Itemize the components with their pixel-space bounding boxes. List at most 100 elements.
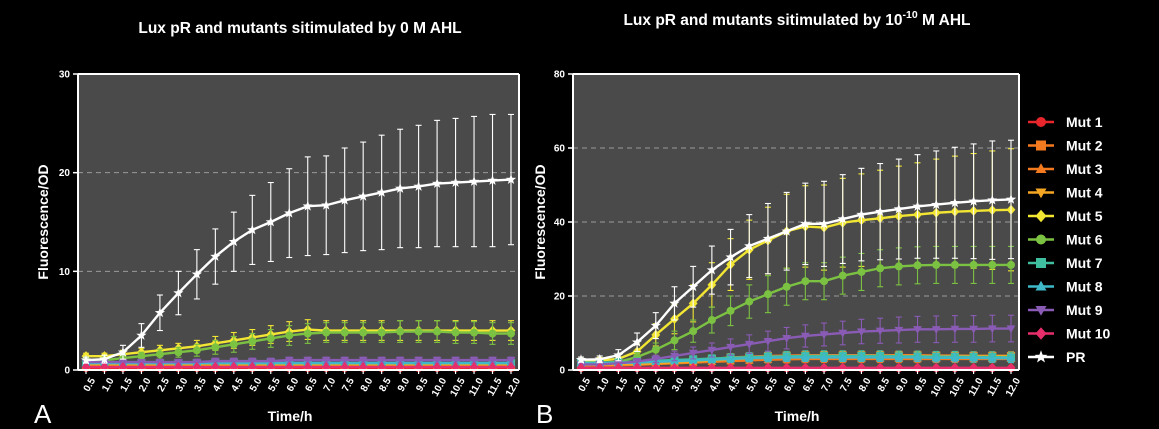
panel-a-mut-9-point-7: [210, 357, 220, 366]
panel-b-mut-8-point-14: [838, 352, 848, 361]
panel-a-pr-point-15: [358, 190, 369, 201]
panel-b-pr-point-6: [688, 281, 699, 292]
panel-b-mut-9-point-13: [819, 331, 829, 340]
panel-a-series-pr: [80, 113, 517, 365]
legend-item-mut-8: Mut 8: [1028, 279, 1103, 295]
panel-b-mut-9-point-21: [969, 325, 979, 334]
panel-b-pr-point-20: [949, 197, 961, 208]
panel-b-mut-6-point-6: [689, 327, 698, 336]
panel-a-ytick-label-0: 0: [64, 366, 70, 377]
legend-marker-mut-10: [1035, 327, 1047, 340]
panel-a-mut-9-point-18: [414, 356, 424, 365]
panel-a-mut-6-point-13: [322, 328, 331, 337]
panel-a-pr-point-9: [247, 224, 258, 235]
panel-a-mut-6-point-14: [340, 328, 349, 337]
legend-label-mut-10: Mut 10: [1066, 326, 1111, 342]
panel-a-series-mut-6: [82, 320, 515, 365]
panel-b-mut-9-line: [581, 327, 1011, 366]
panel-a-pr-point-0: [80, 354, 92, 365]
legend-item-mut-4: Mut 4: [1028, 185, 1103, 201]
panel-b-mut-9-point-12: [800, 332, 810, 341]
panel-a-mut-9-point-12: [303, 356, 313, 365]
panel-b-mut-9-point-3: [632, 358, 642, 367]
panel-a-mut-10-point-2: [118, 362, 128, 373]
legend-item-mut-9: Mut 9: [1028, 302, 1103, 318]
panel-b-ytick-label-20: 20: [554, 292, 566, 303]
legend-marker-mut-6: [1036, 234, 1046, 245]
panel-a-mut-9-point-19: [432, 356, 442, 365]
panel-b-mut-9-point-9: [744, 340, 754, 349]
panel-a-mut-9-point-14: [340, 356, 350, 365]
panel-a-ytick-label-30: 30: [59, 70, 71, 81]
panel-a-pr-point-16: [376, 187, 387, 197]
panel-a-pr-point-18: [413, 181, 424, 191]
panel-a-pr-point-10: [265, 216, 276, 227]
legend-label-mut-5: Mut 5: [1066, 208, 1103, 224]
panel-b-mut-6-point-16: [876, 264, 885, 273]
panel-b-ytick-label-40: 40: [554, 218, 566, 229]
panel-a-pr-point-13: [321, 199, 332, 210]
panel-b-mut-6-point-20: [950, 260, 959, 269]
panel-a-title: Lux pR and mutants sitimulated by 0 M AH…: [138, 20, 461, 37]
panel-b-mut-8-point-17: [894, 352, 904, 361]
panel-a-pr-point-7: [210, 251, 221, 261]
panel-b-mut-8-point-22: [987, 353, 997, 362]
panel-a-pr-point-22: [487, 175, 498, 185]
panel-b-mut-9-point-14: [838, 329, 848, 338]
legend-label-mut-8: Mut 8: [1066, 279, 1103, 295]
legend-item-pr: PR: [1028, 349, 1085, 365]
panel-a-mut-6-point-7: [211, 343, 220, 352]
legend-marker-mut-5: [1035, 209, 1047, 223]
panel-a-mut-6-point-11: [285, 331, 294, 340]
panel-b-mut-6-point-21: [969, 260, 978, 269]
panel-a-mut-10-point-17: [395, 362, 405, 373]
panel-b-ytick-label-80: 80: [554, 70, 566, 81]
panel-b-mut-9-point-20: [950, 325, 960, 334]
panel-b-pr-point-21: [968, 195, 979, 206]
legend-label-mut-9: Mut 9: [1066, 302, 1103, 318]
panel-b-pr-point-19: [931, 199, 942, 209]
panel-b-mut-6-point-11: [782, 282, 791, 291]
panel-b-pr-point-12: [800, 218, 811, 229]
panel-a-ytick-label-20: 20: [59, 168, 71, 179]
panel-b-mut-8-point-16: [875, 352, 885, 361]
panel-a-mut-10-point-11: [284, 362, 294, 373]
panel-b-mut-9-point-17: [894, 326, 904, 335]
panel-b-pr-point-2: [613, 349, 624, 360]
panel-b-pr-point-9: [744, 240, 755, 251]
panel-b-mut-9-point-19: [931, 326, 941, 334]
panel-b-mut-8-point-9: [744, 353, 754, 362]
panel-a-pr-point-19: [431, 178, 443, 188]
panel-b-pr-point-5: [669, 298, 680, 308]
panel-b-label: B: [536, 399, 553, 429]
panel-a-mut-6-point-15: [359, 328, 368, 337]
panel-a-pr-point-4: [154, 307, 166, 318]
panel-b-pr-point-3: [631, 336, 643, 347]
legend-marker-mut-1: [1036, 117, 1046, 127]
panel-b-pr-point-22: [987, 194, 998, 205]
panel-b-mut-6-point-9: [745, 297, 754, 306]
panel-a-pr-point-6: [191, 268, 203, 279]
legend-marker-mut-2: [1036, 140, 1046, 151]
panel-a-mut-9-point-11: [284, 356, 294, 365]
panel-a-mut-9-point-8: [229, 357, 239, 366]
panel-b-mut-9-point-5: [670, 352, 679, 361]
panel-a-pr-point-5: [173, 287, 184, 298]
legend-item-mut-2: Mut 2: [1028, 138, 1103, 154]
panel-a-mut-6-point-19: [433, 327, 442, 336]
panel-a-mut-9-point-22: [488, 356, 497, 365]
panel-b-mut-9-point-8: [726, 343, 735, 352]
legend-item-mut-10: Mut 10: [1028, 326, 1111, 342]
panel-b-mut-9-point-23: [1006, 325, 1016, 334]
panel-a-x-axis-label: Time/h: [268, 408, 313, 424]
legend-label-mut-1: Mut 1: [1066, 114, 1103, 130]
panel-b-mut-8-line: [581, 356, 1011, 365]
panel-b-pr-point-7: [706, 264, 718, 275]
panel-a-mut-6-point-12: [303, 329, 312, 338]
panel-a-series: [80, 113, 517, 373]
panel-a-pr-point-8: [228, 236, 239, 247]
panel-a-mut-10-point-18: [414, 362, 424, 373]
legend-item-mut-5: Mut 5: [1028, 208, 1103, 224]
panel-b-mut-8-point-19: [931, 353, 941, 361]
panel-a-mut-6-point-5: [174, 348, 183, 357]
